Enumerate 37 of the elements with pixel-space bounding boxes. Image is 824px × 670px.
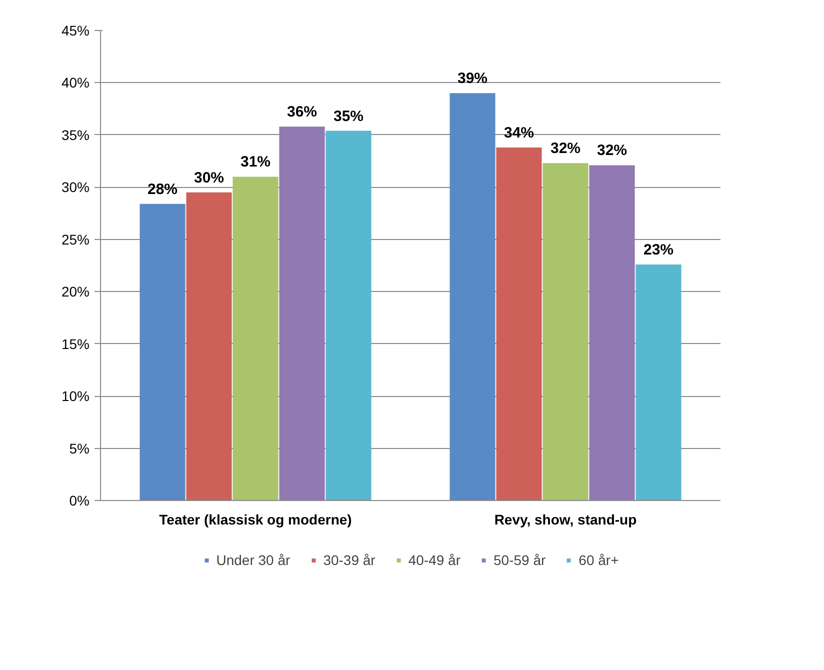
bar xyxy=(186,192,232,500)
bar xyxy=(450,93,496,500)
data-label: 23% xyxy=(643,241,674,258)
bar xyxy=(326,130,372,500)
bar xyxy=(589,165,635,500)
data-label: 35% xyxy=(333,108,364,125)
y-tick-label: 25% xyxy=(61,231,90,248)
y-tick-label: 40% xyxy=(61,74,90,91)
legend-label: 40-49 år xyxy=(408,552,460,568)
bar xyxy=(496,147,542,500)
legend-label: 30-39 år xyxy=(323,552,376,568)
y-tick-label: 10% xyxy=(61,388,90,404)
x-tick-label: Teater (klassisk og moderne) xyxy=(159,512,352,528)
legend-label: 50-59 år xyxy=(494,552,546,568)
legend-label: Under 30 år xyxy=(216,552,290,568)
y-tick-label: 0% xyxy=(69,492,90,508)
x-tick-label: Revy, show, stand-up xyxy=(494,512,637,528)
data-label: 39% xyxy=(457,70,488,88)
bar xyxy=(232,176,278,500)
bar xyxy=(542,163,588,500)
y-tick-label: 45% xyxy=(61,22,90,38)
data-label: 34% xyxy=(504,124,534,142)
legend-label: 60 år+ xyxy=(578,552,619,568)
y-tick-label: 35% xyxy=(61,126,90,143)
y-tick-label: 30% xyxy=(61,179,90,196)
data-label: 32% xyxy=(596,142,628,160)
bar xyxy=(279,126,325,500)
y-tick-label: 15% xyxy=(61,336,90,352)
data-label: 31% xyxy=(240,154,271,171)
y-tick-label: 5% xyxy=(69,440,90,456)
bar xyxy=(140,204,186,500)
data-label: 30% xyxy=(194,169,224,186)
data-label: 32% xyxy=(550,140,581,158)
data-label: 28% xyxy=(147,180,178,198)
bar xyxy=(636,264,682,500)
data-label: 36% xyxy=(286,104,318,121)
y-tick-label: 20% xyxy=(61,284,90,300)
